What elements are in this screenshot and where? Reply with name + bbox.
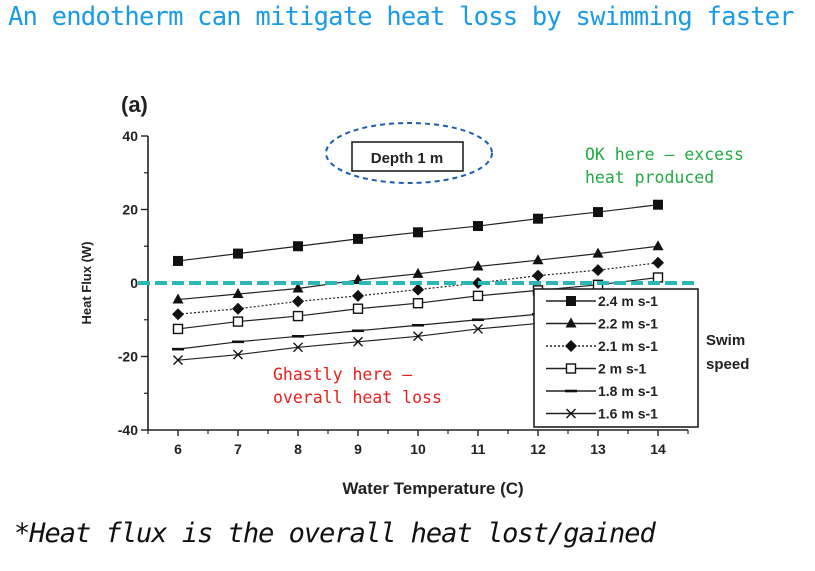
legend-label-0: 2.4 m s-1 (598, 293, 658, 309)
data-point-s2-4 (412, 283, 424, 296)
data-point-s5-1 (233, 349, 243, 360)
legend-marker-0 (566, 296, 576, 306)
data-point-s3-2 (292, 310, 304, 322)
legend-marker-1 (565, 317, 577, 328)
depth-ellipse (325, 122, 493, 184)
data-point-s1-7 (592, 247, 604, 258)
data-point-s2-3 (352, 289, 364, 302)
ok-annotation-line2: heat produced (585, 168, 714, 187)
x-tick-label: 7 (234, 441, 242, 457)
data-point-s0-5 (473, 221, 483, 232)
legend-marker-5 (566, 408, 576, 419)
x-tick-label: 6 (174, 441, 182, 457)
legend-marker-3 (565, 363, 577, 374)
data-point-s2-7 (592, 264, 604, 277)
data-point-s3-1 (232, 316, 244, 327)
data-point-s1-0 (172, 293, 184, 304)
x-tick-label: 12 (530, 441, 546, 457)
y-tick-label: 40 (122, 128, 138, 144)
data-point-s3-4 (412, 298, 424, 309)
x-tick-label: 8 (294, 441, 302, 457)
data-point-s0-7 (593, 207, 603, 218)
data-point-s1-4 (412, 267, 424, 278)
data-point-s5-2 (293, 342, 303, 353)
ok-annotation-line1: OK here – excess (585, 145, 744, 164)
y-tick-label: -20 (118, 349, 138, 365)
legend-marker-2 (565, 340, 577, 352)
data-point-s5-5 (473, 323, 483, 334)
x-tick-label: 9 (354, 441, 362, 457)
x-tick-label: 11 (471, 441, 486, 457)
legend-title-line2: speed (706, 356, 749, 373)
slide-title: An endotherm can mitigate heat loss by s… (8, 2, 795, 32)
legend-box (533, 288, 699, 428)
y-tick-label: -40 (118, 422, 138, 438)
data-point-s3-8 (652, 272, 664, 283)
data-point-s3-3 (352, 303, 364, 314)
data-point-s2-6 (532, 269, 544, 282)
plot-layer: 6 7 8 9 10 11 12 13 14 -40 -20 0 20 40 2.4 m s-1 2.2 m … (118, 128, 699, 457)
data-point-s5-0 (173, 355, 183, 366)
data-point-s5-3 (353, 336, 363, 347)
data-point-s0-1 (233, 248, 243, 259)
data-point-s2-2 (292, 295, 304, 308)
data-point-s1-1 (232, 288, 244, 299)
data-point-s1-2 (292, 282, 304, 293)
depth-label-box (351, 141, 464, 172)
legend-label-5: 1.6 m s-1 (598, 406, 658, 422)
panel-label: (a) (121, 92, 148, 117)
data-point-s0-3 (353, 233, 363, 244)
data-point-s1-6 (532, 254, 544, 265)
x-tick-label: 14 (650, 441, 666, 457)
legend-label-1: 2.2 m s-1 (598, 316, 658, 332)
legend-label-4: 1.8 m s-1 (598, 383, 658, 399)
x-tick-label: 13 (590, 441, 606, 457)
footnote: *Heat flux is the overall heat lost/gain… (14, 518, 656, 549)
legend-label-3: 2 m s-1 (598, 361, 646, 377)
data-point-s3-5 (472, 290, 484, 302)
data-point-s1-5 (472, 260, 484, 271)
y-tick-label: 0 (130, 275, 138, 291)
ghastly-annotation-line2: overall heat loss (273, 388, 442, 407)
data-point-s5-4 (413, 331, 423, 342)
data-point-s1-8 (652, 240, 664, 251)
data-point-s0-4 (413, 227, 423, 238)
x-tick-label: 10 (410, 441, 426, 457)
data-point-s2-1 (232, 302, 244, 315)
data-point-s0-2 (293, 241, 303, 252)
legend-title-line1: Swim (706, 332, 745, 349)
data-point-s0-0 (173, 255, 183, 266)
data-point-s2-8 (652, 256, 664, 269)
data-point-s2-0 (172, 308, 184, 321)
x-axis-title: Water Temperature (C) (342, 479, 523, 498)
data-point-s0-6 (533, 213, 543, 224)
data-point-s0-8 (653, 199, 663, 210)
y-axis-title: Heat Flux (W) (79, 241, 94, 324)
y-tick-label: 20 (122, 202, 138, 218)
depth-label: Depth 1 m (371, 150, 444, 167)
data-point-s3-0 (172, 323, 184, 335)
ghastly-annotation-line1: Ghastly here – (273, 365, 412, 384)
legend-label-2: 2.1 m s-1 (598, 338, 658, 354)
